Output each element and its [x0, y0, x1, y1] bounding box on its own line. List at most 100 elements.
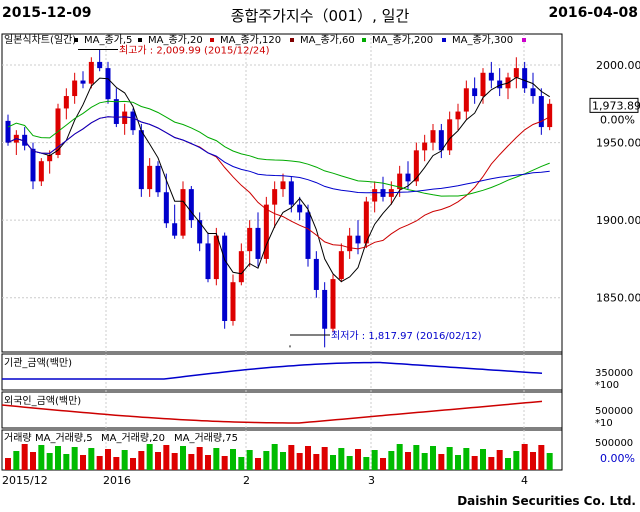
candle-body [472, 88, 478, 97]
legend-marker [210, 38, 214, 42]
candle-body [463, 88, 469, 112]
candle-body [105, 68, 111, 100]
candle-body [297, 204, 303, 213]
volume-bar [496, 450, 503, 470]
legend-label: MA_종가,60 [300, 34, 355, 46]
x-axis-label: 2 [243, 474, 250, 487]
candle-body [205, 243, 211, 280]
volume-bar [263, 451, 270, 470]
candle-body [422, 142, 428, 151]
x-axis-label: 3 [368, 474, 375, 487]
institution-tick: 350000 [595, 368, 633, 379]
volume-change: 0.00% [600, 452, 635, 465]
candle-body [155, 165, 161, 193]
current-value: 1,973.89 [592, 99, 640, 112]
legend-label: MA_종가,300 [452, 34, 513, 46]
candle-body [280, 181, 286, 190]
volume-bar [255, 458, 261, 470]
volume-bar [280, 452, 286, 470]
candle-body [430, 130, 436, 143]
candle-body [530, 88, 536, 97]
candle-body [30, 148, 36, 182]
candle-body [113, 99, 119, 124]
low-annotation: 최저가 : 1,817.97 (2016/02/12) [331, 330, 482, 342]
candle-body [180, 189, 186, 236]
candle-body [305, 212, 311, 259]
current-value-box [589, 97, 639, 113]
x-axis-label: 4 [521, 474, 528, 487]
volume-bar [5, 458, 11, 470]
volume-bar [421, 453, 428, 470]
volume-bar [505, 458, 511, 470]
volume-bar [138, 451, 145, 470]
high-annotation: 최고가 : 2,009.99 (2015/12/24) [119, 45, 270, 57]
legend-label: MA_종가,20 [148, 34, 203, 46]
candle-body [522, 68, 528, 89]
volume-bar [338, 448, 345, 470]
candle-body [288, 181, 294, 205]
candle-body [22, 134, 28, 146]
volume-bar [188, 454, 195, 470]
volume-bar [221, 456, 228, 470]
volume-bar [288, 445, 295, 470]
institution-title: 기관_금액(백만) [4, 357, 72, 369]
volume-bar [371, 450, 378, 470]
price-tick-label: 1950.00 [596, 137, 640, 150]
volume-bar [96, 456, 103, 470]
volume-bar [38, 445, 45, 470]
volume-bar [346, 456, 353, 470]
candle-body [363, 201, 369, 244]
foreign-panel [1, 391, 563, 429]
volume-bar [55, 446, 61, 470]
candle-body [313, 258, 319, 290]
volume-legend-label: MA_거래량,5 [35, 432, 93, 444]
volume-bar [530, 452, 536, 470]
ma5-line [7, 76, 550, 283]
candle-body [322, 289, 328, 329]
volume-bar [438, 454, 445, 470]
volume-bar [413, 445, 420, 470]
legend-marker [442, 38, 446, 42]
volume-bar [180, 446, 186, 470]
volume-bar [213, 448, 220, 470]
volume-legend-label: 거래량 [4, 432, 32, 444]
price-panel [1, 33, 563, 353]
candle-body [172, 223, 178, 236]
ma60-line [7, 100, 550, 197]
volume-bar [230, 449, 236, 470]
candle-body [447, 119, 453, 151]
institution-scale: *100 [595, 380, 619, 391]
candle-body [480, 72, 486, 97]
candle-body [63, 96, 69, 109]
candle-body [130, 111, 136, 131]
foreign-tick: 500000 [595, 406, 633, 417]
volume-bar [121, 450, 128, 470]
candle-body [80, 80, 86, 84]
legend-label: MA_종가,5 [84, 34, 132, 46]
price-tick-label: 1850.00 [596, 292, 640, 305]
legend-label: 일본식차트(일간) [4, 34, 76, 46]
candle-body [238, 251, 244, 283]
candle-body [488, 72, 494, 81]
candle-body [255, 227, 261, 259]
volume-bar [305, 446, 311, 470]
candle-body [38, 161, 44, 182]
candle-body [372, 189, 378, 202]
candle-body [338, 251, 344, 280]
current-change: 0.00% [600, 113, 635, 126]
end-date: 2016-04-08 [548, 5, 638, 21]
candle-body [147, 165, 153, 190]
volume-bar [21, 444, 28, 470]
candle-body [88, 61, 94, 84]
legend-marker [138, 38, 142, 42]
volume-bar [463, 448, 470, 470]
volume-bar [380, 458, 386, 470]
candle-body [213, 235, 219, 280]
legend-marker [290, 38, 294, 42]
candle-body [72, 80, 78, 97]
candle-body [188, 189, 194, 221]
candle-body [230, 282, 236, 321]
volume-bar [313, 454, 320, 470]
volume-bar [430, 446, 436, 470]
